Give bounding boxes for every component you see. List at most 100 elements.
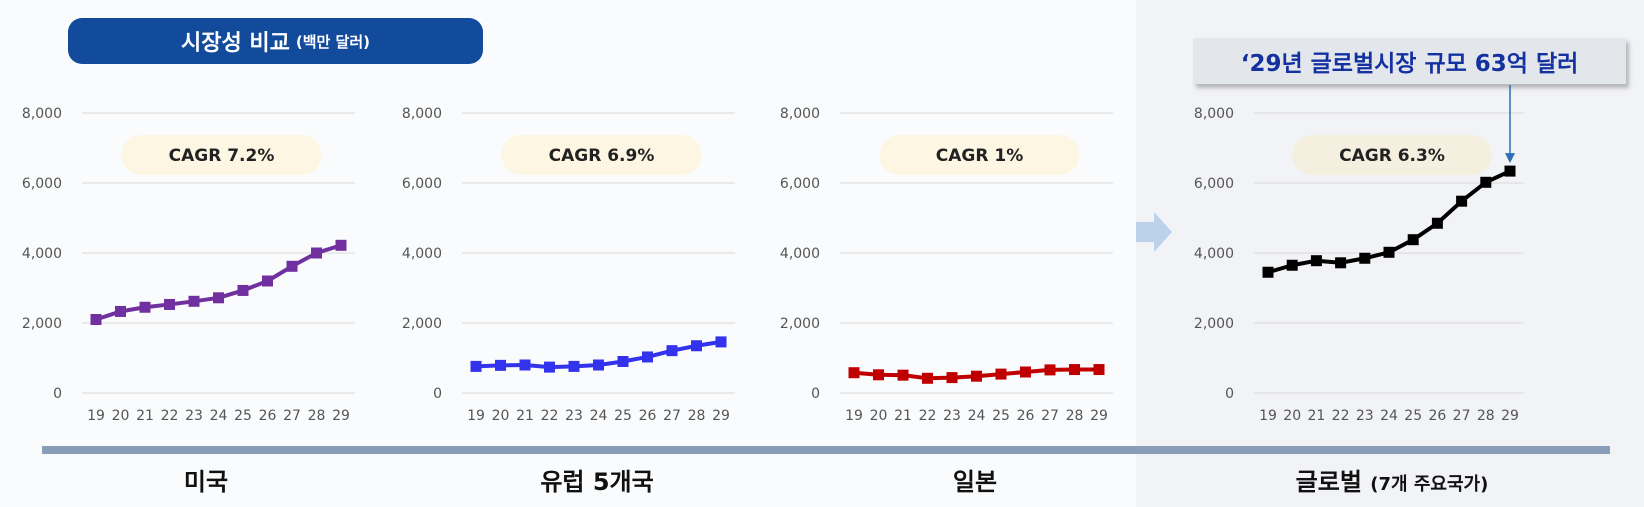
x-tick-label: 26 — [1428, 408, 1446, 424]
x-tick-label: 21 — [1307, 408, 1325, 424]
x-tick-label: 24 — [968, 408, 986, 424]
x-tick-label: 20 — [870, 408, 888, 424]
x-tick-label: 28 — [688, 408, 706, 424]
y-tick-label: 4,000 — [1194, 246, 1234, 262]
data-point — [848, 367, 860, 379]
chart-us: 0 2,000 4,000 6,000 8,000 19 20 21 22 23 24 25 26 27 2… — [22, 106, 355, 424]
x-tick-label: 28 — [1477, 408, 1495, 424]
data-point — [995, 368, 1007, 380]
x-tick-label: 24 — [210, 408, 228, 424]
title-main: 시장성 비교 — [180, 31, 290, 56]
x-tick-label: 23 — [185, 408, 203, 424]
cagr-label: CAGR 6.9% — [549, 146, 655, 166]
x-tick-label: 21 — [894, 408, 912, 424]
callout-pointer-arrowhead — [1505, 153, 1515, 164]
cagr-label: CAGR 6.3% — [1339, 146, 1445, 166]
data-point — [593, 359, 604, 371]
y-tick-label: 8,000 — [1194, 106, 1234, 122]
data-point — [1407, 234, 1419, 246]
title-banner: 시장성 비교 (백만 달러) — [68, 18, 483, 64]
x-tick-label: 20 — [112, 408, 130, 424]
x-tick-label: 19 — [87, 408, 105, 424]
x-tick-label: 22 — [161, 408, 179, 424]
x-tick-label: 28 — [1066, 408, 1084, 424]
baseline-bar — [42, 446, 1610, 454]
data-point — [1359, 252, 1371, 264]
x-tick-label: 25 — [234, 408, 252, 424]
data-point — [1335, 257, 1347, 269]
y-tick-label: 0 — [811, 386, 820, 402]
data-point — [237, 284, 249, 296]
y-tick-label: 8,000 — [22, 106, 62, 122]
x-tick-label: 23 — [1356, 408, 1374, 424]
data-point — [1262, 266, 1274, 278]
title-unit: (백만 달러) — [295, 32, 370, 51]
x-tick-label: 28 — [308, 408, 326, 424]
data-point — [519, 359, 531, 371]
data-point — [666, 345, 678, 357]
data-point — [715, 336, 727, 348]
data-point — [1431, 217, 1443, 229]
y-tick-label: 2,000 — [402, 316, 442, 332]
global-callout: ‘29년 글로벌시장 규모 63억 달러 — [1193, 38, 1626, 84]
x-tick-label: 25 — [1404, 408, 1422, 424]
x-tick-label: 22 — [1332, 408, 1350, 424]
y-tick-label: 4,000 — [22, 246, 62, 262]
x-tick-label: 27 — [1041, 408, 1059, 424]
region-sub-global: (7개 주요국가) — [1370, 474, 1489, 495]
data-point — [1286, 259, 1298, 271]
data-point — [470, 360, 482, 372]
chart-global: 0 2,000 4,000 6,000 8,000 19 20 21 22 23 24 25 26 27 2… — [1194, 85, 1524, 424]
x-tick-label: 27 — [1453, 408, 1471, 424]
x-tick-label: 29 — [1090, 408, 1108, 424]
y-tick-label: 2,000 — [1194, 316, 1234, 332]
data-point — [1069, 364, 1080, 376]
x-tick-label: 21 — [516, 408, 534, 424]
cagr-label: CAGR 1% — [936, 146, 1023, 166]
data-point — [1480, 176, 1492, 188]
y-tick-label: 2,000 — [780, 316, 820, 332]
right-arrow-icon — [1136, 212, 1172, 252]
y-tick-label: 8,000 — [780, 106, 820, 122]
cagr-badge — [879, 135, 1080, 175]
data-point — [213, 292, 224, 304]
x-tick-label: 25 — [992, 408, 1010, 424]
x-tick-label: 26 — [639, 408, 657, 424]
data-point — [946, 372, 958, 384]
y-tick-label: 6,000 — [780, 176, 820, 192]
data-point — [568, 360, 580, 372]
data-point — [1504, 165, 1516, 177]
x-tick-label: 27 — [283, 408, 301, 424]
x-tick-label: 29 — [1501, 408, 1519, 424]
x-tick-label: 22 — [541, 408, 559, 424]
y-tick-label: 4,000 — [780, 246, 820, 262]
data-point — [286, 260, 298, 272]
region-label-global: 글로벌 (7개 주요국가) — [1295, 468, 1489, 496]
x-tick-label: 24 — [590, 408, 608, 424]
data-point — [1020, 366, 1031, 378]
x-tick-label: 20 — [1283, 408, 1301, 424]
x-tick-label: 26 — [1017, 408, 1035, 424]
data-point — [642, 351, 653, 363]
x-tick-label: 23 — [565, 408, 583, 424]
x-tick-label: 21 — [136, 408, 154, 424]
data-point — [691, 340, 702, 352]
data-point — [1383, 246, 1395, 258]
cagr-label: CAGR 7.2% — [169, 146, 275, 166]
x-tick-label: 19 — [467, 408, 485, 424]
data-point — [922, 372, 933, 384]
cagr-badge — [501, 135, 702, 175]
y-tick-label: 0 — [53, 386, 62, 402]
data-point — [1093, 364, 1105, 376]
data-point — [897, 369, 909, 381]
x-tick-label: 19 — [1259, 408, 1277, 424]
data-point — [1044, 364, 1056, 376]
region-label-japan: 일본 — [952, 468, 998, 496]
data-point — [495, 359, 506, 371]
y-tick-label: 6,000 — [22, 176, 62, 192]
y-tick-label: 6,000 — [1194, 176, 1234, 192]
data-point — [90, 314, 102, 325]
data-point — [139, 301, 151, 313]
data-point — [544, 361, 555, 373]
x-tick-label: 22 — [919, 408, 937, 424]
